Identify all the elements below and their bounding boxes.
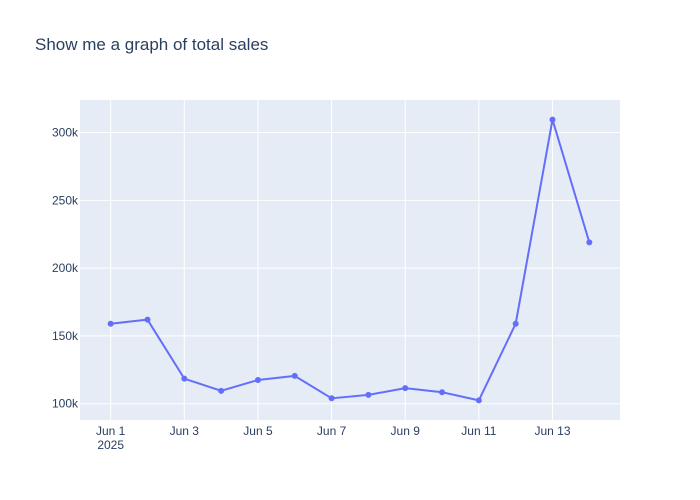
data-point[interactable] xyxy=(475,397,482,404)
x-tick-label: Jun 7 xyxy=(317,424,347,438)
series-layer xyxy=(107,116,593,404)
data-point[interactable] xyxy=(144,316,151,323)
data-point[interactable] xyxy=(402,385,409,392)
x-tick-label: Jun 1 xyxy=(96,424,126,438)
grid-layer xyxy=(80,100,620,420)
x-tick-sublabel: 2025 xyxy=(97,438,124,452)
data-point[interactable] xyxy=(439,389,446,396)
y-tick-label: 200k xyxy=(52,261,79,275)
data-point[interactable] xyxy=(328,395,335,402)
y-tick-label: 150k xyxy=(52,329,79,343)
data-point[interactable] xyxy=(586,239,593,246)
data-point[interactable] xyxy=(512,320,519,327)
x-tick-label: Jun 5 xyxy=(243,424,273,438)
y-tick-label: 100k xyxy=(52,397,79,411)
y-tick-label: 300k xyxy=(52,126,79,140)
y-tick-label: 250k xyxy=(52,193,79,207)
x-tick-label: Jun 3 xyxy=(170,424,200,438)
data-point[interactable] xyxy=(254,377,261,383)
plot-background xyxy=(80,100,620,420)
x-tick-label: Jun 11 xyxy=(461,424,496,438)
series-line xyxy=(110,118,591,402)
data-point[interactable] xyxy=(218,387,225,394)
x-tick-label: Jun 13 xyxy=(534,424,570,438)
data-point[interactable] xyxy=(107,320,114,327)
chart-title: Show me a graph of total sales xyxy=(35,35,268,54)
data-point[interactable] xyxy=(549,116,556,123)
data-point[interactable] xyxy=(365,391,372,398)
x-tick-label: Jun 9 xyxy=(391,424,421,438)
data-point[interactable] xyxy=(181,375,188,382)
data-point[interactable] xyxy=(291,372,298,379)
